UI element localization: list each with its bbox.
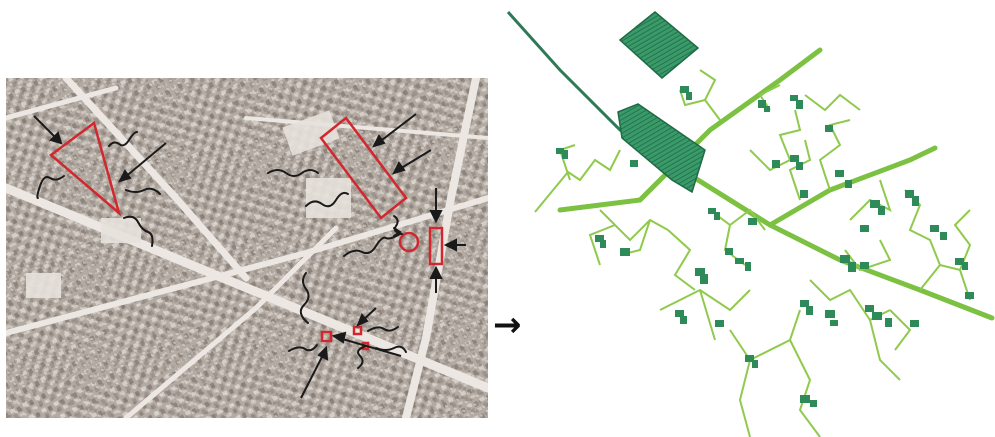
secondary-streets — [534, 69, 972, 437]
aerial-roads — [6, 78, 488, 418]
aerial-photo — [6, 78, 488, 418]
small-rect-site — [428, 226, 444, 266]
black-wavy-arrows — [36, 131, 407, 369]
black-arrows — [33, 113, 466, 399]
triangle-site — [48, 120, 122, 217]
tiny-site-2 — [352, 325, 363, 336]
aerial-open-sites — [26, 110, 351, 298]
primary-roads — [557, 47, 995, 321]
rectangle-site — [319, 116, 408, 220]
right-arrow-icon: → — [493, 305, 522, 345]
large-building-south — [617, 103, 706, 194]
large-building-north — [618, 11, 700, 79]
tiny-site-1 — [320, 330, 333, 343]
network-sketch — [506, 10, 995, 437]
circle-site — [398, 231, 420, 253]
building-clusters — [556, 86, 974, 407]
